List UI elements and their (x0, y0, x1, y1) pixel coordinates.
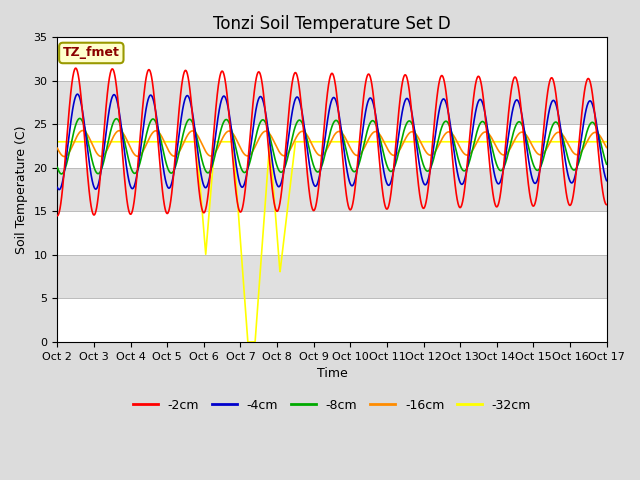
Legend: -2cm, -4cm, -8cm, -16cm, -32cm: -2cm, -4cm, -8cm, -16cm, -32cm (128, 394, 536, 417)
Bar (58, 168, 607, 211)
Title: Tonzi Soil Temperature Set D: Tonzi Soil Temperature Set D (213, 15, 451, 33)
Bar (58, 81, 607, 124)
Bar (58, 255, 607, 299)
Text: TZ_fmet: TZ_fmet (63, 47, 120, 60)
X-axis label: Time: Time (317, 367, 348, 380)
Y-axis label: Soil Temperature (C): Soil Temperature (C) (15, 125, 28, 254)
